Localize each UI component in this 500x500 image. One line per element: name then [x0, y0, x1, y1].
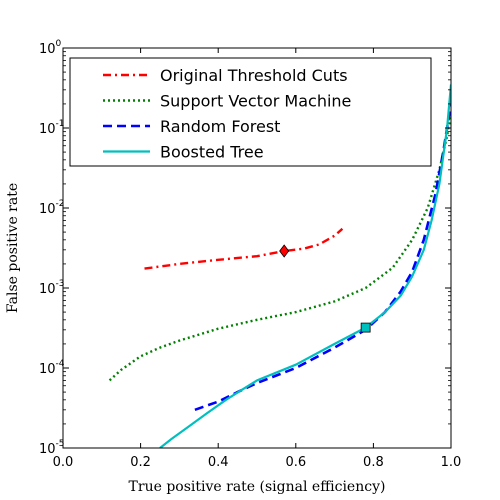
legend-label-1: Support Vector Machine: [160, 92, 351, 111]
legend-box: [69, 57, 432, 167]
legend-label-2: Random Forest: [160, 117, 280, 136]
x-tick-label-1: 0.2: [130, 455, 151, 470]
marker-layer: [279, 244, 371, 333]
y-tick-label-3: 10-2: [39, 199, 65, 217]
x-tick-label-2: 0.4: [208, 455, 229, 470]
x-tick-label-4: 0.8: [363, 455, 384, 470]
series-layer: [108, 84, 451, 448]
series-line-3: [159, 84, 451, 448]
ticks-layer: 0.0 0.2 0.4 0.6 0.8 1.0 10-5 10-4 10-3 10-2 10-1 10…: [39, 39, 461, 470]
x-tick-label-3: 0.6: [285, 455, 306, 470]
y-tick-label-0: 10-5: [39, 439, 65, 457]
marker-diamond-0: [279, 244, 290, 258]
series-line-1: [108, 113, 451, 382]
marker-square-1: [360, 322, 371, 333]
x-tick-label-0: 0.0: [53, 455, 74, 470]
legend-label-3: Boosted Tree: [160, 143, 264, 162]
legend-label-0: Original Threshold Cuts: [160, 66, 348, 85]
y-tick-label-1: 10-4: [39, 359, 65, 377]
legend: Original Threshold Cuts Support Vector Ma…: [69, 57, 432, 167]
plot-frame: [62, 47, 452, 449]
x-tick-label-5: 1.0: [441, 455, 462, 470]
y-tick-label-2: 10-3: [39, 279, 65, 297]
y-tick-label-4: 10-1: [39, 119, 65, 137]
y-tick-label-5: 100: [39, 39, 62, 57]
x-axis-label: True positive rate (signal efficiency): [129, 479, 386, 495]
series-line-0: [144, 227, 344, 270]
y-axis-label: False positive rate: [5, 183, 21, 313]
